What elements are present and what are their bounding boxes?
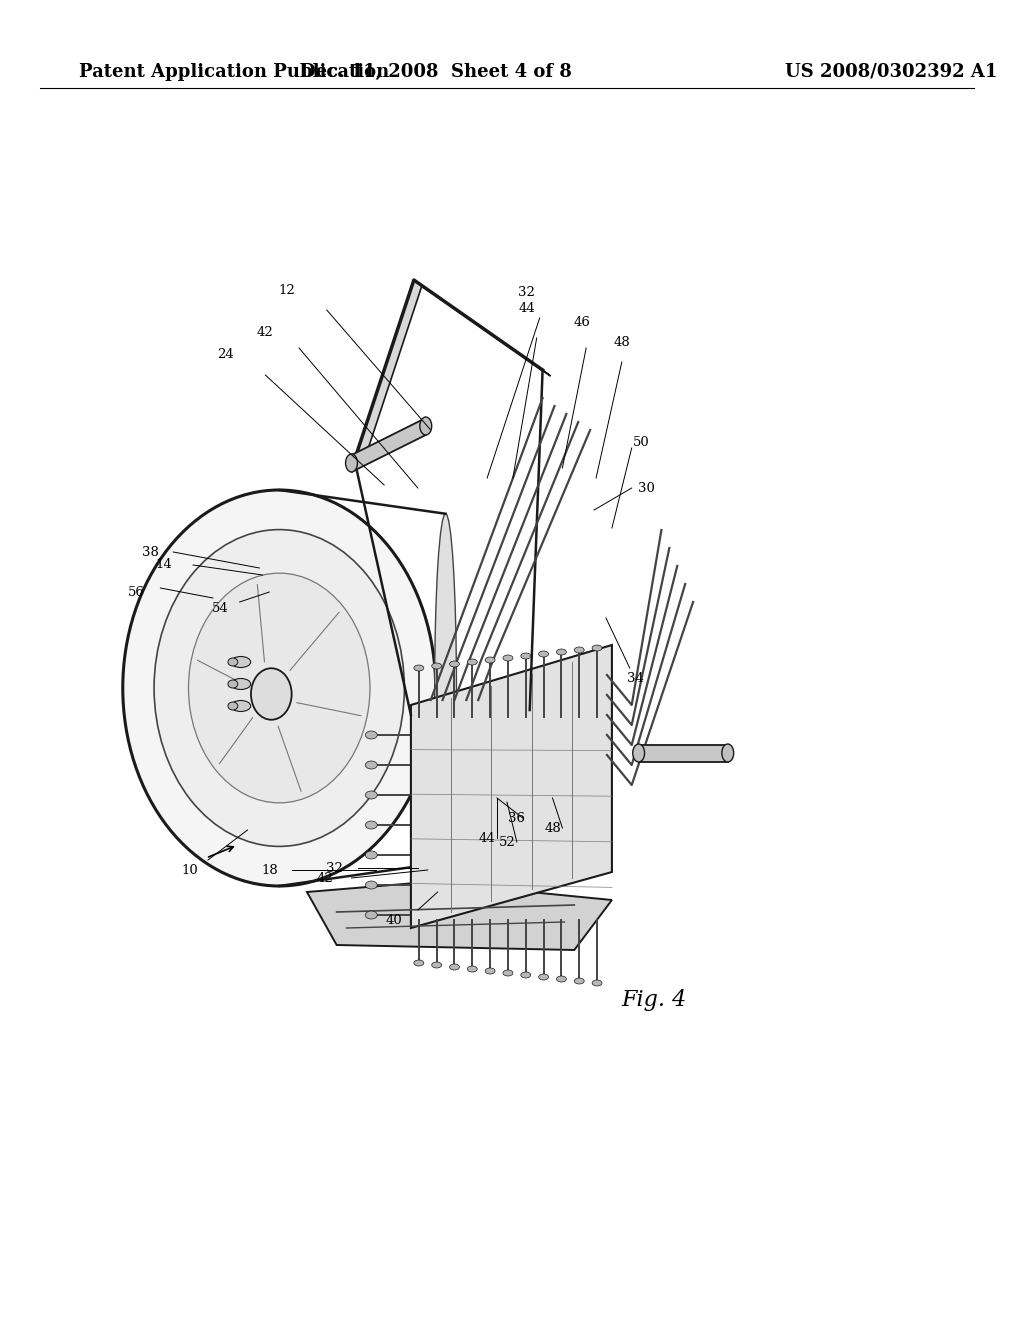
Ellipse shape — [230, 678, 251, 689]
Ellipse shape — [366, 731, 377, 739]
Ellipse shape — [521, 653, 530, 659]
Polygon shape — [411, 645, 612, 928]
Ellipse shape — [539, 974, 549, 979]
Text: 14: 14 — [155, 558, 172, 572]
Ellipse shape — [556, 649, 566, 655]
Ellipse shape — [154, 529, 404, 846]
Ellipse shape — [228, 680, 238, 688]
Ellipse shape — [366, 911, 377, 919]
Text: Dec. 11, 2008  Sheet 4 of 8: Dec. 11, 2008 Sheet 4 of 8 — [300, 63, 571, 81]
Ellipse shape — [722, 744, 734, 762]
Ellipse shape — [574, 978, 584, 983]
Text: 48: 48 — [544, 821, 561, 834]
Text: US 2008/0302392 A1: US 2008/0302392 A1 — [785, 63, 997, 81]
Polygon shape — [351, 418, 426, 473]
Ellipse shape — [592, 645, 602, 651]
Text: 44: 44 — [518, 301, 536, 314]
Ellipse shape — [251, 668, 292, 719]
Text: Patent Application Publication: Patent Application Publication — [79, 63, 389, 81]
Ellipse shape — [434, 513, 457, 862]
Text: 32: 32 — [518, 285, 536, 298]
Ellipse shape — [123, 490, 435, 886]
Ellipse shape — [485, 657, 495, 663]
Ellipse shape — [366, 880, 377, 888]
Polygon shape — [639, 744, 728, 762]
Text: 40: 40 — [386, 913, 402, 927]
Ellipse shape — [521, 972, 530, 978]
Text: 30: 30 — [638, 482, 655, 495]
Ellipse shape — [420, 417, 432, 436]
Text: 18: 18 — [261, 863, 278, 876]
Ellipse shape — [574, 647, 584, 653]
Text: Fig. 4: Fig. 4 — [621, 989, 686, 1011]
Ellipse shape — [366, 851, 377, 859]
Text: 50: 50 — [633, 436, 650, 449]
Ellipse shape — [450, 661, 460, 667]
Text: 10: 10 — [181, 863, 199, 876]
Text: 54: 54 — [211, 602, 228, 615]
Ellipse shape — [432, 962, 441, 968]
Ellipse shape — [467, 659, 477, 665]
Ellipse shape — [556, 975, 566, 982]
Ellipse shape — [228, 657, 238, 667]
Text: 48: 48 — [613, 335, 630, 348]
Polygon shape — [307, 882, 612, 950]
Ellipse shape — [503, 970, 513, 975]
Text: 12: 12 — [279, 284, 296, 297]
Ellipse shape — [592, 979, 602, 986]
Ellipse shape — [345, 454, 357, 473]
Text: 46: 46 — [573, 315, 591, 329]
Text: 52: 52 — [499, 836, 515, 849]
Ellipse shape — [366, 791, 377, 799]
Text: 32: 32 — [327, 862, 343, 874]
Polygon shape — [354, 280, 551, 466]
Ellipse shape — [467, 966, 477, 972]
Ellipse shape — [188, 573, 370, 803]
Ellipse shape — [633, 744, 644, 762]
Ellipse shape — [539, 651, 549, 657]
Ellipse shape — [450, 964, 460, 970]
Ellipse shape — [228, 702, 238, 710]
Text: 24: 24 — [217, 348, 234, 362]
Text: 42: 42 — [257, 326, 273, 338]
Ellipse shape — [414, 665, 424, 671]
Ellipse shape — [230, 701, 251, 711]
Ellipse shape — [503, 655, 513, 661]
Text: 38: 38 — [142, 545, 159, 558]
Text: 42: 42 — [316, 871, 333, 884]
Text: 34: 34 — [628, 672, 644, 685]
Ellipse shape — [366, 821, 377, 829]
Ellipse shape — [230, 656, 251, 668]
Text: 36: 36 — [508, 812, 525, 825]
Text: 56: 56 — [128, 586, 145, 598]
Ellipse shape — [485, 968, 495, 974]
Ellipse shape — [432, 663, 441, 669]
Ellipse shape — [414, 960, 424, 966]
Ellipse shape — [366, 762, 377, 770]
Text: 44: 44 — [479, 832, 496, 845]
